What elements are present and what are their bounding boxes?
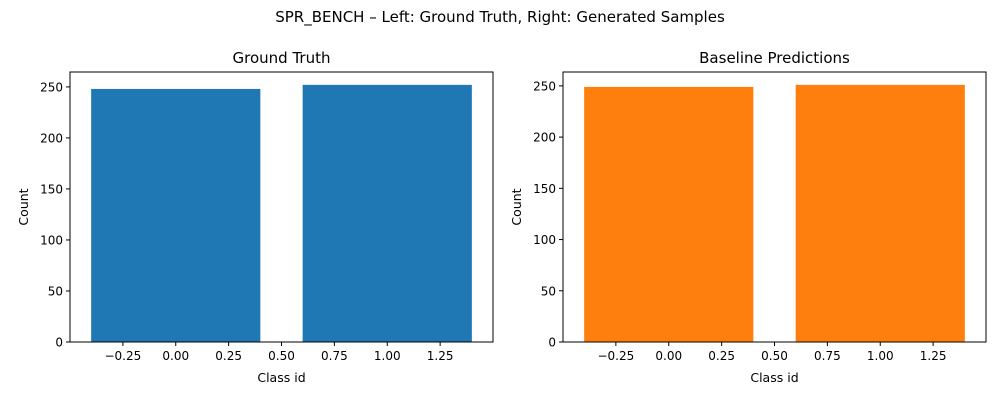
x-tick-label-0-0: −0.25 xyxy=(104,349,141,363)
chart-title-1: Baseline Predictions xyxy=(699,49,850,67)
bar-0-0 xyxy=(91,88,261,342)
y-tick-label-0-3: 150 xyxy=(40,182,63,196)
x-tick-label-1-0: −0.25 xyxy=(597,349,634,363)
y-tick-label-1-1: 50 xyxy=(541,284,556,298)
figure-title: SPR_BENCH – Left: Ground Truth, Right: G… xyxy=(275,8,725,27)
bar-1-0 xyxy=(584,86,754,342)
chart-title-0: Ground Truth xyxy=(233,49,331,67)
x-axis-label-0: Class id xyxy=(257,370,305,385)
y-tick-label-1-0: 0 xyxy=(548,336,556,350)
y-axis-label-0: Count xyxy=(16,188,31,225)
y-tick-label-0-4: 200 xyxy=(40,131,63,145)
x-tick-label-0-6: 1.25 xyxy=(427,349,454,363)
x-tick-label-0-5: 1.00 xyxy=(374,349,401,363)
y-tick-label-1-5: 250 xyxy=(533,79,556,93)
x-tick-label-1-3: 0.50 xyxy=(761,349,788,363)
y-tick-label-1-3: 150 xyxy=(533,182,556,196)
x-tick-label-1-6: 1.25 xyxy=(920,349,947,363)
y-tick-label-0-5: 250 xyxy=(40,80,63,94)
x-axis-label-1: Class id xyxy=(750,370,798,385)
x-tick-label-0-1: 0.00 xyxy=(162,349,189,363)
y-tick-label-0-2: 100 xyxy=(40,233,63,247)
x-tick-label-1-5: 1.00 xyxy=(867,349,894,363)
y-tick-label-1-4: 200 xyxy=(533,131,556,145)
bar-1-1 xyxy=(795,84,965,342)
x-tick-label-1-4: 0.75 xyxy=(814,349,841,363)
bar-0-1 xyxy=(302,84,472,342)
x-tick-label-0-2: 0.25 xyxy=(215,349,242,363)
x-tick-label-1-2: 0.25 xyxy=(708,349,735,363)
x-tick-label-0-4: 0.75 xyxy=(321,349,348,363)
y-tick-label-1-2: 100 xyxy=(533,233,556,247)
chart-panel-0: −0.25 0.00 0.25 0.50 0.75 1.00 1.25 0 50 100 150 20… xyxy=(16,49,494,385)
y-axis-label-1: Count xyxy=(509,188,524,225)
y-tick-label-0-0: 0 xyxy=(55,336,63,350)
chart-panel-1: −0.25 0.00 0.25 0.50 0.75 1.00 1.25 0 50 100 150 20… xyxy=(509,49,987,385)
x-tick-label-1-1: 0.00 xyxy=(655,349,682,363)
y-tick-label-0-1: 50 xyxy=(48,284,63,298)
x-tick-label-0-3: 0.50 xyxy=(268,349,295,363)
